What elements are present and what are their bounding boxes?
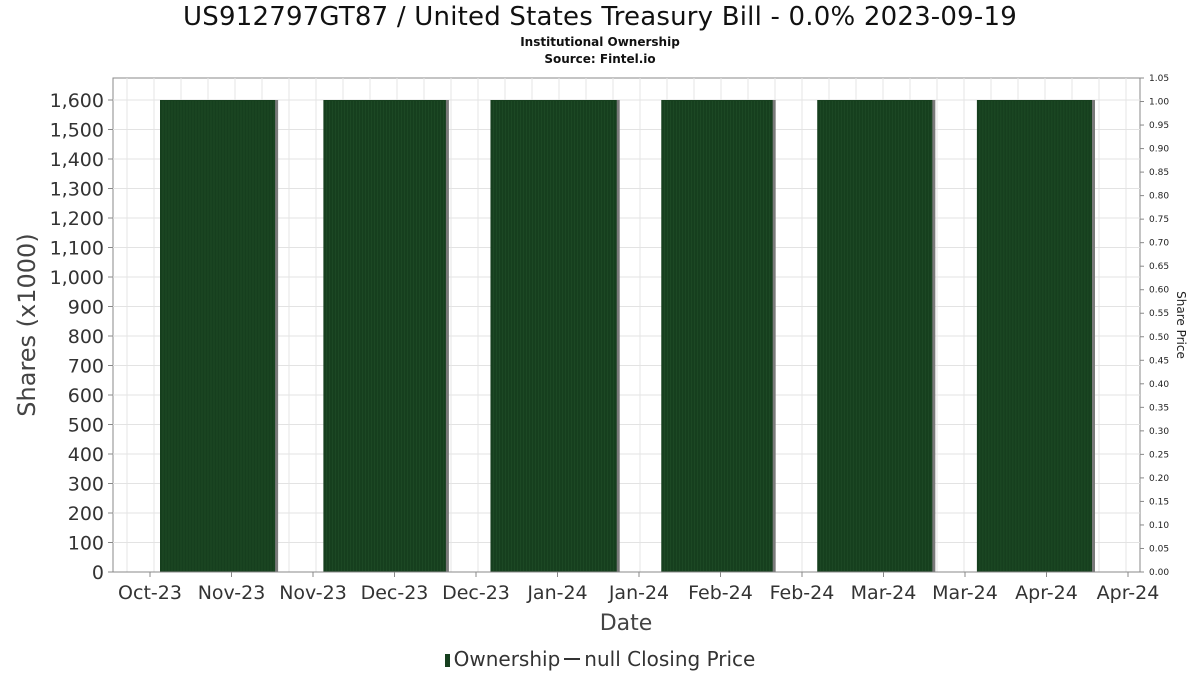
y2-tick-label: 0.70 <box>1149 239 1169 249</box>
y2-tick-label: 0.95 <box>1149 121 1169 131</box>
y-tick-label: 1,000 <box>50 267 104 289</box>
y-tick-label: 1,200 <box>50 208 104 230</box>
y2-tick-label: 0.60 <box>1149 286 1169 296</box>
x-tick-label: Apr-24 <box>1097 582 1160 604</box>
price-legend-line <box>564 658 581 660</box>
chart-subtitle: Institutional Ownership <box>520 35 680 49</box>
y2-tick-label: 0.15 <box>1149 497 1169 507</box>
y2-tick-label: 0.20 <box>1149 474 1169 484</box>
x-tick-label: Dec-23 <box>442 582 510 604</box>
y-tick-label: 300 <box>68 474 104 496</box>
y2-tick-label: 0.25 <box>1149 450 1169 460</box>
y-tick-label: 400 <box>68 444 104 466</box>
y2-tick-label: 0.75 <box>1149 215 1169 225</box>
chart-legend: Ownership null Closing Price <box>0 647 1200 671</box>
y-tick-label: 600 <box>68 385 104 407</box>
y-tick-label: 700 <box>68 356 104 378</box>
y2-tick-label: 0.05 <box>1149 544 1169 554</box>
x-tick-label: Feb-24 <box>770 582 835 604</box>
y-tick-label: 1,400 <box>50 149 104 171</box>
y-tick-label: 1,500 <box>50 120 104 142</box>
y2-tick-label: 0.40 <box>1149 380 1169 390</box>
y-tick-label: 0 <box>92 562 104 584</box>
y-tick-label: 200 <box>68 503 104 525</box>
y2-tick-label: 0.55 <box>1149 309 1169 319</box>
y-axis-right: 0.00 0.05 0.10 0.15 0.20 0.25 0.30 0.35 0.40 0.45… <box>1140 74 1169 578</box>
y-tick-label: 1,300 <box>50 179 104 201</box>
y-tick-label: 800 <box>68 326 104 348</box>
legend-ownership-label: Ownership <box>453 647 561 671</box>
x-tick-label: Feb-24 <box>688 582 753 604</box>
y-tick-label: 1,600 <box>50 90 104 112</box>
y-tick-label: 100 <box>68 533 104 555</box>
y2-tick-label: 0.30 <box>1149 427 1169 437</box>
y2-tick-label: 0.35 <box>1149 403 1169 413</box>
y2-axis-label: Share Price <box>1174 291 1188 359</box>
x-tick-label: Jan-24 <box>526 582 587 604</box>
legend-price-label: null Closing Price <box>584 647 756 671</box>
x-tick-label: Jan-24 <box>608 582 669 604</box>
ownership-bar <box>160 100 276 572</box>
x-tick-label: Nov-23 <box>279 582 347 604</box>
y2-tick-label: 0.80 <box>1149 192 1169 202</box>
x-tick-label: Mar-24 <box>851 582 917 604</box>
y2-tick-label: 0.90 <box>1149 145 1169 155</box>
y-axis-left: 0 100 200 300 400 500 600 700 800 900 1,000 1,100 1,… <box>50 90 113 584</box>
y-axis-label: Shares (x1000) <box>13 233 41 416</box>
x-tick-label: Apr-24 <box>1015 582 1078 604</box>
plot-area <box>112 77 1141 573</box>
ownership-bar <box>817 100 933 572</box>
ownership-bar <box>323 100 446 572</box>
chart-title: US912797GT87 / United States Treasury Bi… <box>183 2 1017 32</box>
y2-tick-label: 0.00 <box>1149 568 1169 578</box>
ownership-bar <box>661 100 773 572</box>
y2-tick-label: 0.45 <box>1149 356 1169 366</box>
x-tick-label: Mar-24 <box>932 582 998 604</box>
x-axis: Oct-23 Nov-23 Nov-23 Dec-23 Dec-23 Jan-24 Jan-… <box>113 571 1160 604</box>
chart-source: Source: Fintel.io <box>544 52 656 66</box>
y2-tick-label: 1.00 <box>1149 98 1169 108</box>
x-axis-label: Date <box>600 611 653 636</box>
y2-tick-label: 0.50 <box>1149 333 1169 343</box>
y2-tick-label: 0.65 <box>1149 262 1169 272</box>
y2-tick-label: 0.10 <box>1149 521 1169 531</box>
y-tick-label: 900 <box>68 297 104 319</box>
y2-tick-label: 0.85 <box>1149 168 1169 178</box>
ownership-legend-swatch <box>444 654 450 667</box>
x-tick-label: Oct-23 <box>118 582 182 604</box>
ownership-bars <box>160 100 1095 572</box>
x-tick-label: Nov-23 <box>198 582 266 604</box>
x-tick-label: Dec-23 <box>361 582 429 604</box>
ownership-bar <box>976 100 1092 572</box>
y-tick-label: 500 <box>68 415 104 437</box>
y2-tick-label: 1.05 <box>1149 74 1169 84</box>
y-tick-label: 1,100 <box>50 238 104 260</box>
